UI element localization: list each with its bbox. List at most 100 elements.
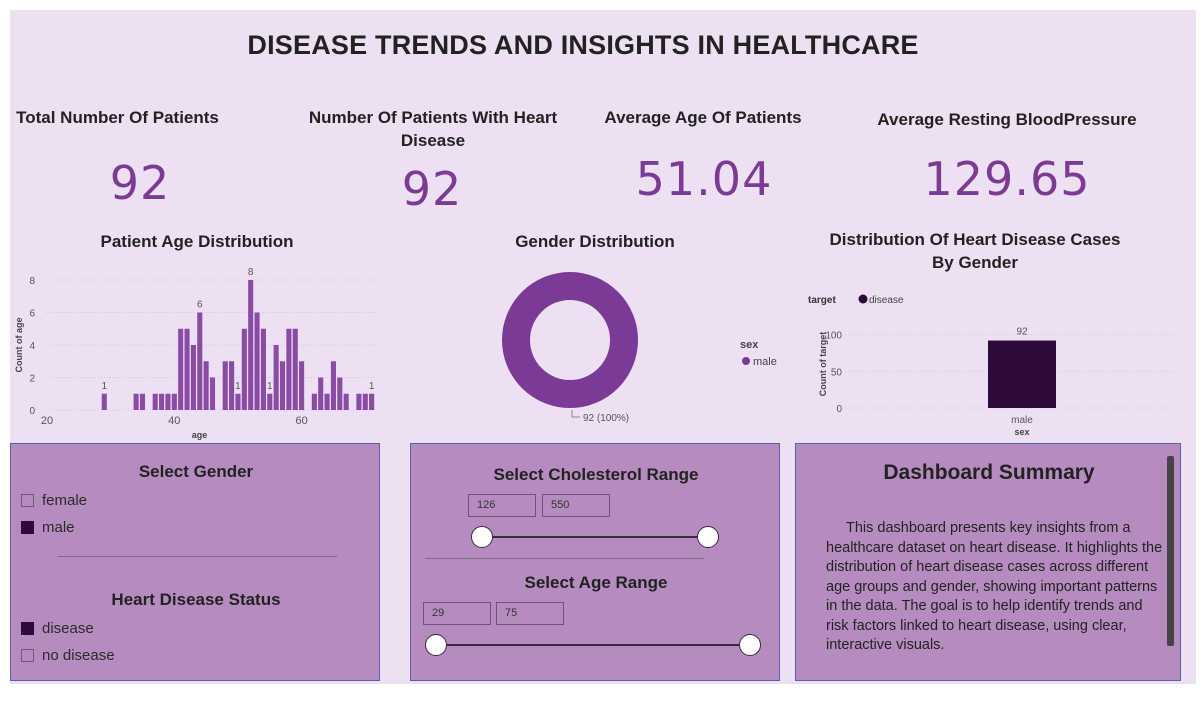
slice-data-label: 92 (100%)	[583, 413, 629, 424]
age-distribution-chart[interactable]: 0 2 4 6 8 20 40 60 1 6 1 8 1 1 age Count of age	[10, 255, 390, 440]
bar	[171, 393, 177, 410]
age-min-handle[interactable]	[425, 634, 447, 656]
checkbox-icon[interactable]	[21, 649, 34, 662]
kpi-bloodpressure-value: 129.65	[923, 152, 1091, 206]
bar	[267, 393, 273, 410]
summary-text: This dashboard presents key insights fro…	[826, 520, 1163, 653]
bar	[152, 393, 158, 410]
bar	[222, 361, 228, 410]
donut-slice	[502, 272, 638, 408]
kpi-average-age-label: Average Age Of Patients	[604, 108, 802, 127]
legend-marker	[742, 357, 750, 365]
cholesterol-max-handle[interactable]	[697, 526, 719, 548]
bar	[369, 393, 375, 410]
cholesterol-max-input[interactable]: 550	[542, 494, 610, 517]
y-tick-label: 2	[29, 374, 35, 385]
gender-chart-title: Gender Distribution	[515, 232, 675, 251]
bar	[235, 393, 241, 410]
data-label: 6	[197, 300, 203, 311]
bar	[318, 377, 324, 410]
gender-option-female[interactable]: female	[21, 492, 87, 509]
y-tick-label: 0	[836, 404, 842, 415]
y-axis-label: Count of target	[818, 332, 828, 397]
x-tick-label: 40	[168, 415, 180, 427]
bar	[362, 393, 368, 410]
data-label: 1	[369, 381, 375, 392]
x-axis-label: sex	[1014, 427, 1029, 437]
gender-status-slicer-panel: Select Gender female male Heart Disease …	[10, 443, 380, 681]
bar	[254, 312, 260, 410]
status-option-no-disease[interactable]: no disease	[21, 647, 115, 664]
age-slider-track[interactable]	[436, 644, 750, 646]
bar	[133, 393, 139, 410]
bar	[324, 393, 330, 410]
bar	[241, 328, 247, 410]
y-tick-label: 4	[29, 341, 35, 352]
bar	[165, 393, 171, 410]
cholesterol-min-input[interactable]: 126	[468, 494, 536, 517]
summary-scrollbar[interactable]	[1167, 456, 1174, 646]
cholesterol-slicer-title: Select Cholesterol Range	[493, 465, 699, 484]
cholesterol-slider-track[interactable]	[482, 536, 708, 538]
kpi-total-patients-label: Total Number Of Patients	[16, 108, 219, 127]
option-label: no disease	[42, 647, 115, 664]
y-tick-label: 100	[825, 331, 842, 342]
age-slicer-title: Select Age Range	[524, 573, 668, 592]
bar	[229, 361, 235, 410]
kpi-bloodpressure-label: Average Resting BloodPressure	[877, 110, 1137, 129]
kpi-total-patients-value: 92	[109, 156, 171, 210]
option-label: female	[42, 492, 88, 509]
gender-slicer-title: Select Gender	[138, 462, 254, 481]
slice-leader-line	[571, 410, 580, 418]
status-slicer-title: Heart Disease Status	[111, 590, 281, 609]
gender-distribution-chart[interactable]: 92 (100%) sex male	[470, 255, 800, 440]
kpi-heart-disease-value: 92	[401, 162, 463, 216]
age-min-input[interactable]: 29	[423, 602, 491, 625]
legend-item: disease	[869, 295, 904, 306]
legend-title: target	[808, 295, 836, 306]
status-option-disease[interactable]: disease	[21, 620, 94, 637]
age-max-input[interactable]: 75	[496, 602, 564, 625]
checkbox-checked-icon[interactable]	[21, 521, 34, 534]
bar	[343, 393, 349, 410]
x-tick-label: 60	[295, 415, 307, 427]
bar	[299, 361, 305, 410]
divider	[58, 556, 337, 557]
bar	[184, 328, 190, 410]
bar	[356, 393, 362, 410]
option-label: male	[42, 519, 75, 536]
checkbox-icon[interactable]	[21, 494, 34, 507]
x-axis-label: age	[192, 430, 208, 440]
divider	[425, 558, 704, 559]
legend-item: male	[753, 356, 777, 368]
bar	[203, 361, 209, 410]
bar	[292, 328, 298, 410]
bar	[178, 328, 184, 410]
x-tick-label: 20	[41, 415, 53, 427]
y-tick-label: 50	[831, 367, 843, 378]
legend-title: sex	[740, 339, 759, 351]
x-tick-label: male	[1011, 415, 1033, 426]
cholesterol-min-handle[interactable]	[471, 526, 493, 548]
summary-title: Dashboard Summary	[883, 461, 1095, 484]
y-tick-label: 8	[29, 276, 35, 287]
data-label: 1	[102, 381, 108, 392]
kpi-heart-disease-label: Number Of Patients With Heart Disease	[308, 108, 558, 150]
bar	[248, 280, 254, 410]
checkbox-checked-icon[interactable]	[21, 622, 34, 635]
bar	[101, 393, 107, 410]
gender-option-male[interactable]: male	[21, 519, 75, 536]
bar	[159, 393, 165, 410]
bar	[286, 328, 292, 410]
option-label: disease	[42, 620, 94, 637]
bar	[279, 361, 286, 410]
bar	[337, 377, 343, 410]
bar	[197, 312, 203, 410]
data-label: 8	[248, 267, 254, 278]
age-max-handle[interactable]	[739, 634, 761, 656]
range-slicer-panel: Select Cholesterol Range 126 550 Select …	[410, 443, 780, 681]
bar	[190, 345, 196, 410]
bar	[311, 393, 317, 410]
legend-marker	[858, 294, 868, 304]
